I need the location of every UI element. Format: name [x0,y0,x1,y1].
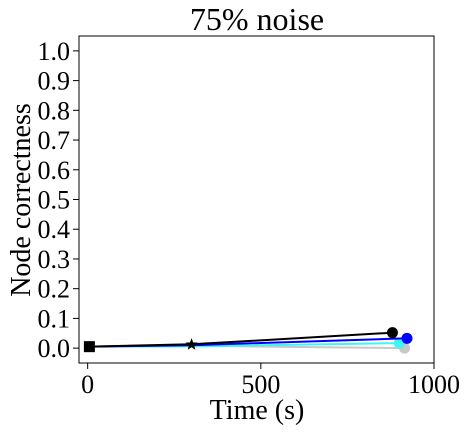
y-tick-label: 0.8 [38,96,71,125]
x-axis-ticks: 0 500 1000 [81,363,460,399]
plot-frame [78,35,435,364]
y-tick-label: 0.4 [38,215,71,244]
x-tick-label: 1000 [408,370,460,399]
series-end-point [401,332,413,344]
y-tick-label: 0.6 [38,156,71,185]
y-tick-label: 0.9 [38,67,71,96]
y-tick-label: 0.7 [38,126,71,155]
x-axis-label: Time (s) [210,395,305,426]
y-tick-label: 0.3 [38,245,71,274]
y-tick-label: 0.0 [38,334,71,363]
series-end-point [386,327,398,339]
y-tick-label: 0.1 [38,304,71,333]
series-layer [83,327,413,354]
y-tick-label: 0.5 [38,186,71,215]
chart-title: 75% noise [190,1,324,37]
y-tick-label: 0.2 [38,275,71,304]
start-point-marker [83,341,95,353]
x-tick-label: 0 [81,370,94,399]
mid-point-star-marker [185,338,198,350]
y-axis-label: Node correctness [6,103,37,297]
y-axis-ticks: 0.00.10.20.30.40.50.60.70.80.91.0 [38,37,79,363]
x-tick-label: 500 [241,370,280,399]
y-tick-label: 1.0 [38,37,71,66]
